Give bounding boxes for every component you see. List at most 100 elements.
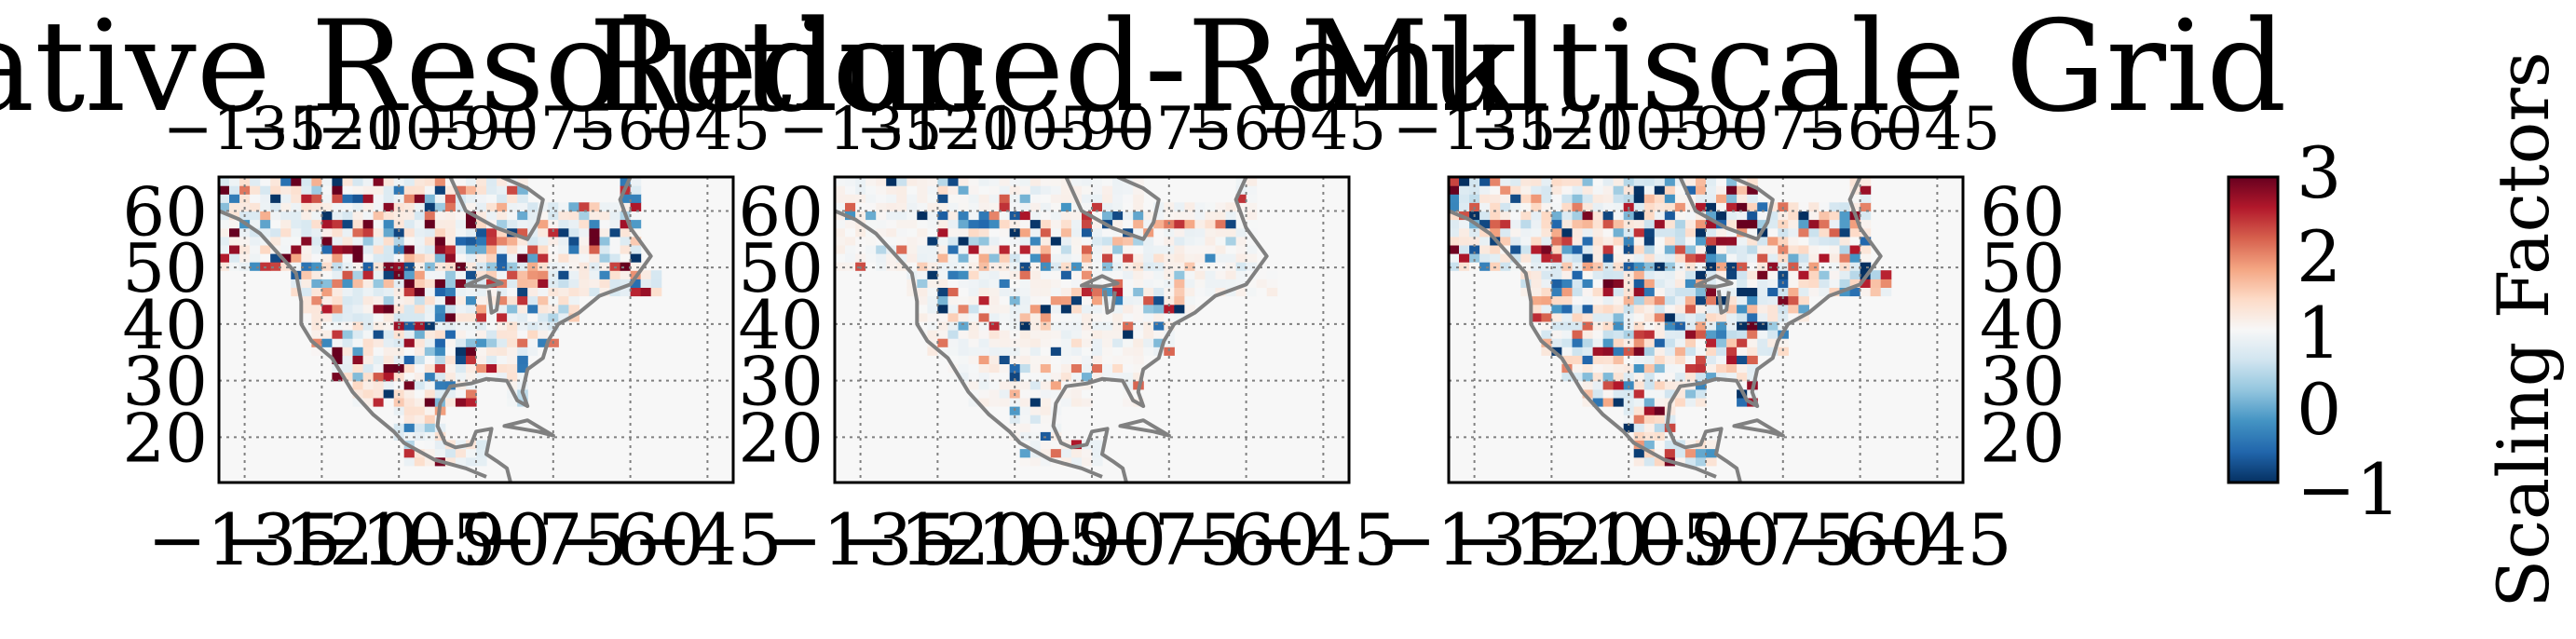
heatmap-cell	[1643, 236, 1656, 246]
heatmap-cell	[1029, 185, 1042, 195]
heatmap-cell	[466, 227, 477, 238]
heatmap-cell	[1009, 262, 1021, 271]
heatmap-cell	[906, 262, 918, 271]
heatmap-cell	[1613, 380, 1625, 390]
heatmap-cell	[1153, 279, 1165, 288]
heatmap-cell	[1246, 202, 1258, 211]
heatmap-cell	[280, 211, 292, 221]
heatmap-cell	[1633, 185, 1645, 195]
heatmap-cell	[1633, 202, 1645, 211]
heatmap-cell	[1613, 270, 1625, 279]
heatmap-cell	[1860, 219, 1872, 229]
heatmap-cell	[1716, 194, 1727, 203]
heatmap-cell	[1706, 347, 1717, 356]
heatmap-cell	[1050, 236, 1062, 246]
heatmap-cell	[342, 227, 354, 238]
y-tick-label: 20	[738, 399, 824, 477]
heatmap-cell	[1561, 312, 1573, 322]
heatmap-cell	[434, 330, 446, 339]
heatmap-cell	[507, 347, 518, 356]
heatmap-cell	[1019, 253, 1031, 263]
heatmap-cell	[1623, 194, 1635, 203]
heatmap-cell	[486, 194, 497, 203]
heatmap-cell	[1541, 236, 1552, 246]
heatmap-cell	[1143, 320, 1154, 331]
title-reduced: Reduced-Rank	[589, 0, 1519, 140]
heatmap-cell	[1654, 406, 1666, 415]
heatmap-cell	[1726, 295, 1738, 306]
heatmap-cell	[1531, 253, 1542, 263]
heatmap-cell	[311, 177, 322, 186]
heatmap-cell	[1040, 380, 1052, 390]
coastline-east	[1665, 177, 1883, 483]
heatmap-cell	[1582, 304, 1594, 314]
heatmap-cell	[1798, 244, 1809, 254]
heatmap-cell	[393, 194, 405, 203]
heatmap-cell	[1500, 202, 1511, 211]
heatmap-cell	[845, 219, 856, 229]
heatmap-cell	[958, 262, 970, 271]
heatmap-cell	[1706, 194, 1717, 203]
heatmap-cell	[568, 287, 579, 297]
heatmap-cell	[1541, 338, 1552, 347]
heatmap-cell	[219, 219, 230, 229]
heatmap-cell	[1582, 279, 1594, 288]
heatmap-cell	[352, 338, 364, 347]
panel-frame	[833, 175, 1351, 484]
heatmap-cell	[414, 363, 426, 374]
heatmap-cell	[219, 253, 230, 263]
heatmap-cell	[599, 270, 611, 279]
heatmap-cell	[937, 312, 948, 322]
heatmap-cell	[1778, 227, 1789, 238]
heatmap-cell	[1205, 287, 1216, 297]
heatmap-cell	[444, 236, 457, 246]
heatmap-cell	[1479, 244, 1491, 254]
heatmap-cell	[1133, 270, 1144, 279]
heatmap-cell	[1019, 456, 1031, 467]
heatmap-cell	[1561, 295, 1573, 306]
heatmap-cell	[845, 253, 856, 263]
heatmap-cell	[270, 177, 281, 186]
heatmap-cell	[968, 304, 980, 314]
heatmap-cell	[1019, 448, 1031, 458]
heatmap-cell	[373, 355, 385, 364]
heatmap-cell	[1788, 253, 1799, 263]
heatmap-cell	[1726, 227, 1738, 238]
heatmap-cell	[1613, 211, 1625, 221]
heatmap-cell	[1643, 194, 1656, 203]
heatmap-cell	[1490, 253, 1501, 263]
heatmap-cell	[988, 185, 1001, 195]
heatmap-cell	[466, 185, 477, 195]
heatmap-cell	[1849, 244, 1861, 254]
heatmap-cell	[332, 312, 343, 322]
heatmap-cell	[1040, 253, 1052, 263]
heatmap-cell	[1664, 279, 1676, 288]
heatmap-cell	[978, 363, 990, 374]
heatmap-cell	[599, 227, 611, 238]
heatmap-cell	[1092, 211, 1103, 221]
heatmap-cell	[434, 253, 446, 263]
heatmap-cell	[886, 177, 897, 186]
heatmap-cell	[1541, 211, 1552, 221]
heatmap-cell	[527, 262, 538, 271]
heatmap-cell	[1592, 279, 1604, 288]
heatmap-cell	[835, 211, 846, 221]
heatmap-cell	[301, 270, 312, 279]
heatmap-cell	[988, 295, 1001, 306]
heatmap-cell	[886, 194, 897, 203]
heatmap-cell	[1592, 397, 1604, 407]
heatmap-cell	[1040, 279, 1052, 288]
heatmap-cell	[1490, 227, 1501, 238]
heatmap-cell	[927, 177, 938, 186]
heatmap-cell	[988, 219, 1001, 229]
heatmap-cell	[1757, 211, 1768, 221]
heatmap-cell	[1613, 279, 1625, 288]
heatmap-cell	[1613, 304, 1625, 314]
heatmap-cell	[332, 262, 343, 271]
heatmap-cell	[260, 227, 271, 238]
heatmap-cell	[1143, 312, 1154, 322]
heatmap-cell	[434, 262, 446, 271]
heatmap-cell	[1582, 372, 1594, 382]
heatmap-cell	[1788, 227, 1799, 238]
heatmap-cell	[917, 194, 928, 203]
